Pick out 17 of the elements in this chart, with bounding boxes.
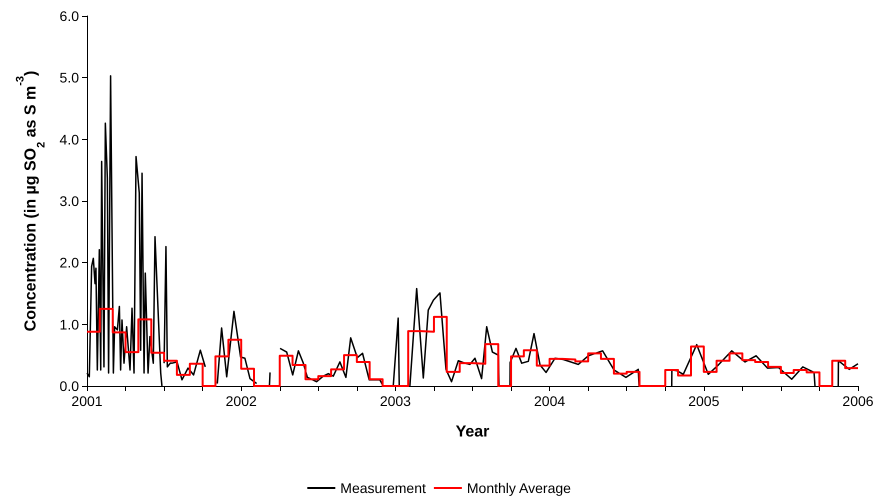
y-tick-label: 4.0 — [60, 131, 80, 148]
y-axis-title: Concentration (in µg SO2 as S m-3) — [14, 70, 48, 332]
x-tick-label: 2004 — [534, 393, 566, 409]
legend-label: Measurement — [340, 480, 426, 496]
y-tick-label: 1.0 — [60, 316, 80, 332]
x-tick-label: 2001 — [71, 393, 103, 409]
legend-label: Monthly Average — [466, 480, 572, 496]
y-tick-label: 2.0 — [60, 254, 80, 271]
x-tick-label: 2002 — [226, 393, 257, 409]
y-tick-label: 3.0 — [60, 193, 80, 209]
x-axis-title: Year — [456, 424, 490, 440]
y-tick-label: 6.0 — [60, 8, 80, 24]
x-tick-label: 2006 — [842, 393, 874, 409]
y-tick-label: 5.0 — [60, 70, 80, 86]
y-tick-label: 0.0 — [60, 378, 80, 394]
x-tick-label: 2005 — [688, 393, 720, 409]
x-tick-label: 2003 — [380, 393, 412, 409]
